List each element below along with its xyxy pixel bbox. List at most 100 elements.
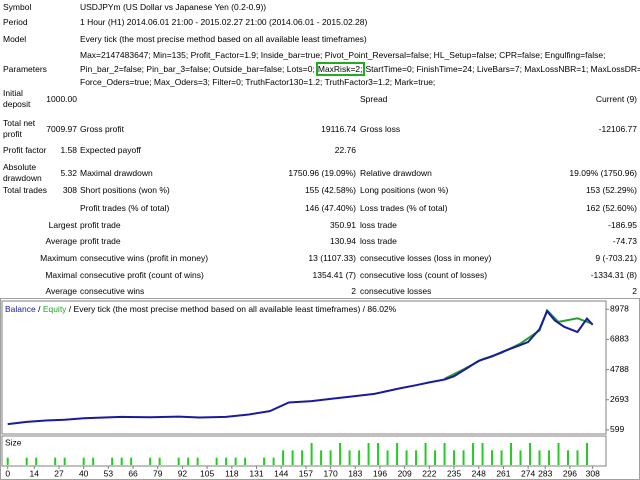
series-line	[7, 309, 594, 426]
row-label: Initial	[3, 88, 23, 98]
size-bar	[538, 450, 541, 465]
row-value: 1.58	[60, 145, 77, 155]
x-tick-label: 144	[274, 468, 288, 478]
size-bar	[453, 450, 456, 465]
size-frame	[1, 435, 607, 467]
x-tick-label: 248	[472, 468, 486, 478]
size-bar	[54, 457, 57, 465]
parameter-text: StartTime=0; FinishTime=24; LiveBars=7; …	[365, 63, 640, 74]
x-tick-label: 40	[79, 468, 89, 478]
row-value: Current (9)	[595, 94, 637, 104]
row-label: drawdown	[3, 173, 42, 183]
row-value: 19116.74	[321, 124, 356, 134]
row-label: Total net	[3, 118, 36, 128]
row-value: Largest	[48, 220, 77, 230]
row-label: profit trade	[80, 220, 121, 230]
row-value: 2	[351, 286, 356, 296]
size-bar	[472, 443, 475, 465]
row-label: consecutive wins	[80, 286, 145, 296]
row-label: loss trade	[360, 220, 397, 230]
x-tick-label: 105	[200, 468, 214, 478]
legend-text: Every tick (the most precise method base…	[74, 304, 361, 314]
row-label: Total trades	[3, 185, 47, 195]
row-label: Short positions (won %)	[80, 185, 170, 195]
x-tick-label: 92	[178, 468, 188, 478]
legend: Balance / Equity / Every tick (the most …	[5, 304, 397, 314]
size-bar	[234, 457, 237, 465]
size-bar	[120, 457, 123, 465]
legend-entry: Balance	[5, 304, 36, 314]
row-value: 22.76	[334, 145, 356, 155]
y-tick-label: 8978	[610, 303, 629, 313]
size-bar	[424, 443, 427, 465]
row-label: consecutive losses	[360, 286, 432, 296]
row-value: 5.32	[60, 168, 77, 178]
row-value: 19.09% (1750.96)	[569, 168, 637, 178]
parameter-text: Pin_bar_2=false; Pin_bar_3=false; Outsid…	[80, 63, 315, 74]
x-tick-label: 53	[104, 468, 114, 478]
size-bar	[443, 443, 446, 465]
parameter-line: Max=2147483647; Min=135; Profit_Factor=1…	[80, 50, 605, 61]
size-bar	[130, 457, 133, 465]
row-value: 350.91	[330, 220, 356, 230]
size-bar	[291, 450, 294, 465]
size-bar	[481, 443, 484, 465]
size-bar	[244, 457, 247, 465]
x-tick-label: 209	[398, 468, 412, 478]
x-tick-label: 27	[54, 468, 64, 478]
size-bar	[35, 457, 38, 465]
row-value: -12106.77	[598, 124, 637, 134]
legend-text: 86.02%	[367, 304, 396, 314]
size-bar	[358, 450, 361, 465]
legend-separator: /	[360, 304, 367, 314]
size-bar	[434, 450, 437, 465]
size-bar	[548, 450, 551, 465]
row-value: 153 (52.29%)	[585, 185, 637, 195]
size-bar	[586, 443, 589, 465]
row-label: Profit trades (% of total)	[80, 203, 170, 213]
row-label: 1 Hour (H1) 2014.06.01 21:00 - 2015.02.2…	[80, 17, 368, 27]
y-tick-label: 599	[610, 424, 624, 434]
row-label: Absolute	[3, 162, 37, 172]
size-bar	[225, 457, 228, 465]
row-label: consecutive losses (loss in money)	[360, 253, 492, 263]
row-label: USDJPYm (US Dollar vs Japanese Yen (0.2-…	[80, 2, 267, 12]
size-bar	[491, 450, 494, 465]
size-bar	[6, 457, 9, 465]
x-tick-label: 274	[521, 468, 535, 478]
size-label: Size	[5, 437, 22, 447]
row-label: consecutive wins (profit in money)	[80, 253, 209, 263]
y-tick-label: 2693	[610, 394, 629, 404]
row-label: Maximal drawdown	[80, 168, 153, 178]
size-bar	[576, 450, 579, 465]
size-bar	[462, 450, 465, 465]
row-value: -186.95	[608, 220, 637, 230]
row-label: deposit	[3, 99, 31, 109]
size-bar	[149, 457, 152, 465]
size-bar	[519, 450, 522, 465]
legend-separator: /	[66, 304, 73, 314]
row-value: -1334.31 (8)	[590, 270, 637, 280]
row-value: 1750.96 (19.09%)	[288, 168, 356, 178]
x-tick-label: 14	[30, 468, 40, 478]
size-bar	[529, 443, 532, 465]
row-value: 162 (52.60%)	[585, 203, 637, 213]
row-label: Profit factor	[3, 145, 47, 155]
size-bar	[215, 457, 218, 465]
size-bar	[63, 457, 66, 465]
row-value: 146 (47.40%)	[304, 203, 356, 213]
legend-separator: /	[36, 304, 43, 314]
row-label: consecutive profit (count of wins)	[80, 270, 204, 280]
x-tick-label: 0	[5, 468, 10, 478]
size-bar	[111, 457, 114, 465]
parameter-line: Force_Oders=true; Max_Oders=3; Filter=0;…	[80, 77, 435, 88]
size-bar	[263, 457, 266, 465]
size-bar	[158, 457, 161, 465]
size-bar	[196, 457, 199, 465]
x-tick-label: 157	[299, 468, 313, 478]
size-bar	[567, 450, 570, 465]
size-bar	[92, 457, 95, 465]
row-value: 2	[632, 286, 637, 296]
row-label: loss trade	[360, 236, 397, 246]
row-label: Long positions (won %)	[360, 185, 449, 195]
